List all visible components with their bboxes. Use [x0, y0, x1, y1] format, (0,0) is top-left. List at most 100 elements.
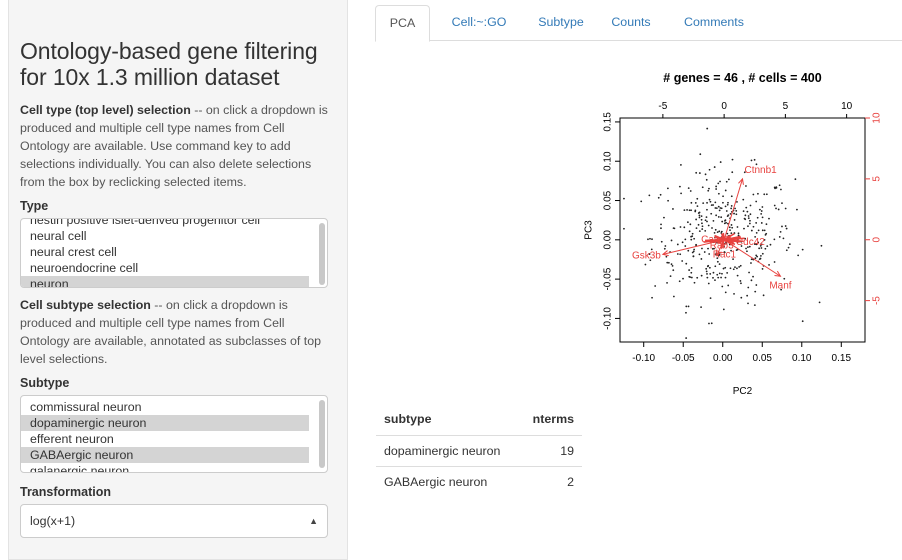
scatter-point	[722, 308, 725, 311]
scatter-point	[732, 258, 734, 261]
type-option[interactable]: neural cell	[30, 229, 87, 243]
transformation-select[interactable]: log(x+1) ▲	[20, 504, 328, 538]
subtype-option[interactable]: efferent neuron	[30, 432, 114, 446]
scatter-point	[660, 227, 662, 230]
subtype-option[interactable]: commissural neuron	[30, 400, 142, 414]
scatter-point	[718, 209, 721, 212]
tab-counts[interactable]: Counts	[611, 15, 651, 29]
scatter-point	[737, 232, 740, 235]
plot-frame	[619, 117, 866, 343]
type-option[interactable]: neural crest cell	[30, 245, 117, 259]
scatter-point	[708, 198, 711, 201]
right-tick-label: 5	[872, 176, 880, 182]
scatter-point	[651, 238, 653, 241]
scatter-point	[796, 208, 798, 211]
scatter-point	[750, 258, 753, 261]
scatter-point	[648, 194, 651, 197]
loading-arrow	[723, 239, 731, 244]
loading-arrowhead	[738, 177, 744, 185]
type-option[interactable]: nestin positive islet-derived progenitor…	[30, 218, 261, 227]
scatter-point	[716, 257, 719, 260]
x-tick-label: -0.10	[632, 353, 655, 364]
scatter-point	[690, 276, 693, 279]
scatter-point	[730, 207, 733, 210]
sidebar-panel: Ontology-based gene filtering for 10x 1.…	[8, 0, 348, 560]
scatter-point	[667, 261, 670, 264]
scatter-point	[738, 266, 741, 268]
table-cell-nterms: 2	[567, 474, 574, 489]
scatter-point	[680, 164, 682, 166]
right-tick-label: 0	[872, 237, 880, 243]
scatter-point	[716, 231, 719, 234]
scatter-point	[685, 305, 688, 308]
subtype-option[interactable]: GABAergic neuron	[21, 447, 309, 463]
top-tick-label: 0	[721, 101, 727, 112]
scatter-point	[714, 228, 717, 231]
scatter-point	[736, 226, 739, 228]
type-scrollbar[interactable]	[319, 223, 325, 285]
scatter-point	[684, 238, 687, 241]
x-tick-label: 0.10	[792, 353, 812, 364]
y-tick-label: 0.10	[603, 151, 614, 171]
scatter-point	[754, 257, 757, 260]
scatter-point	[728, 226, 731, 229]
x-tick-label: -0.05	[672, 353, 695, 364]
scatter-point	[702, 202, 705, 205]
scatter-point	[745, 185, 747, 187]
tab-cell-go[interactable]: Cell:~:GO	[451, 15, 507, 29]
scatter-point	[700, 306, 702, 309]
subtype-select[interactable]: commissural neuron dopaminergic neuron eff…	[20, 395, 328, 473]
scatter-point	[683, 209, 686, 212]
scatter-point	[748, 245, 751, 248]
scatter-point	[775, 207, 777, 210]
type-option[interactable]: neuron	[21, 276, 309, 287]
scatter-point	[752, 193, 755, 196]
scatter-point	[760, 212, 763, 215]
scatter-point	[698, 230, 701, 233]
scatter-point	[759, 257, 762, 260]
scatter-point	[778, 184, 781, 187]
scatter-point	[707, 224, 710, 227]
scatter-point	[785, 227, 788, 230]
scatter-point	[709, 297, 712, 300]
scatter-point	[690, 266, 693, 269]
scatter-point	[724, 291, 727, 294]
scatter-point	[706, 208, 708, 211]
scatter-point	[714, 265, 717, 268]
scatter-point	[640, 200, 643, 203]
scatter-point	[696, 276, 699, 279]
type-option[interactable]: neuroendocrine cell	[30, 261, 139, 275]
subtype-option[interactable]: dopaminergic neuron	[21, 415, 309, 431]
scatter-point	[706, 127, 709, 130]
subtype-scrollbar[interactable]	[319, 400, 325, 468]
tab-subtype[interactable]: Subtype	[538, 15, 584, 29]
scatter-point	[692, 250, 695, 253]
scatter-point	[703, 251, 706, 253]
scatter-point	[667, 199, 669, 202]
scatter-point	[729, 229, 731, 232]
type-select[interactable]: nestin positive islet-derived progenitor…	[20, 218, 328, 288]
tab-bar: PCA Cell:~:GO Subtype Counts Comments	[375, 0, 902, 42]
scatter-point	[731, 226, 734, 229]
scatter-point	[794, 178, 797, 181]
scatter-point	[797, 254, 800, 257]
scatter-point	[724, 205, 727, 208]
scatter-point	[763, 229, 766, 232]
tab-comments[interactable]: Comments	[684, 15, 744, 29]
scatter-point	[713, 231, 716, 234]
scatter-point	[687, 249, 690, 252]
y-axis-label: PC3	[584, 220, 595, 240]
scatter-point	[777, 208, 780, 211]
table-header-row: subtype nterms	[376, 403, 582, 436]
scatter-point	[698, 216, 701, 219]
scatter-point	[692, 255, 695, 258]
scatter-point	[722, 195, 724, 198]
subtype-option[interactable]: galanergic neuron	[30, 464, 130, 473]
scatter-point	[745, 247, 747, 250]
scatter-point	[753, 158, 756, 161]
scatter-point	[734, 266, 736, 269]
scatter-point	[749, 213, 752, 216]
tab-pca[interactable]: PCA	[375, 5, 430, 42]
scatter-point	[708, 266, 711, 269]
scatter-point	[727, 178, 730, 181]
